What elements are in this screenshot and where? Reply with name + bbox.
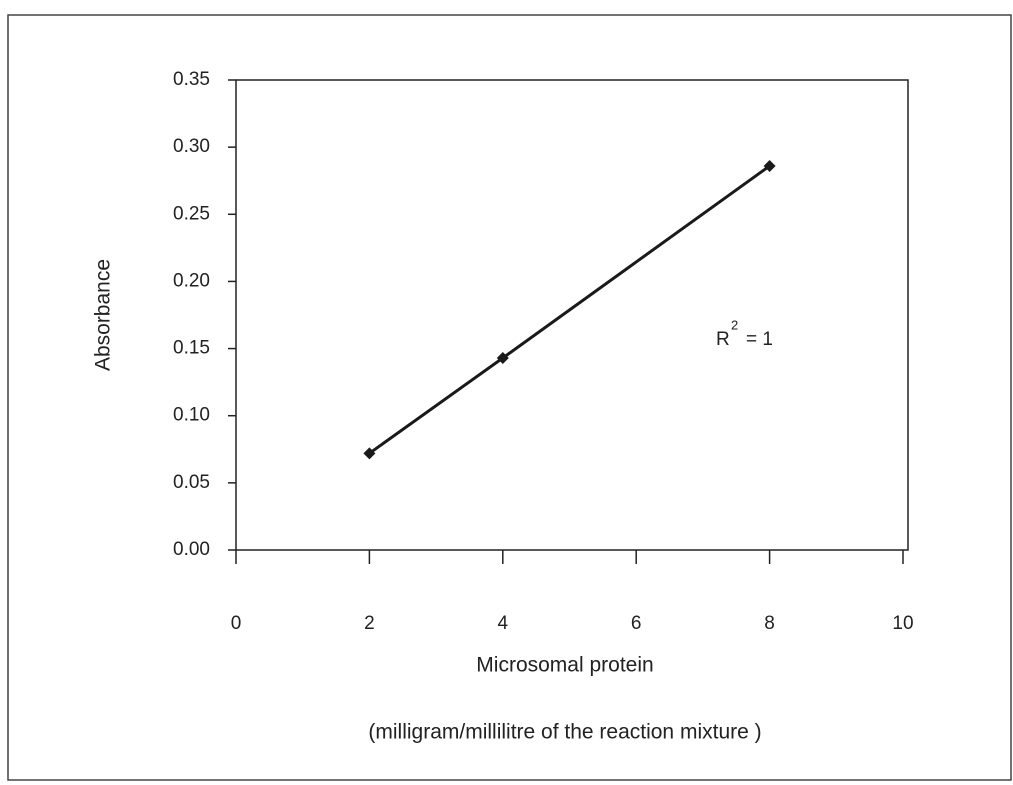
x-axis-label: Microsomal protein [476,654,653,677]
y-tick-label: 0.20 [173,270,210,291]
x-tick-label: 8 [764,613,775,634]
y-tick-label: 0.00 [173,539,210,560]
y-axis-label: Absorbance [92,259,115,371]
plot-area [235,79,909,551]
x-axis-note: (milligram/millilitre of the reaction mi… [368,721,761,744]
x-tick-label: 4 [498,613,509,634]
data-point [496,351,509,364]
y-tick-label: 0.30 [173,136,210,157]
frame [7,14,1012,781]
series-line [368,164,771,455]
annotation: = 1 [746,329,773,350]
x-tick-label: 6 [631,613,642,634]
y-tick-label: 0.05 [173,472,210,493]
x-tick-label: 2 [364,613,375,634]
y-tick-label: 0.25 [173,203,210,224]
y-tick-label: 0.35 [173,69,210,90]
x-tick-label: 10 [892,613,913,634]
annotation: R [716,329,730,350]
annotation-sup: 2 [731,317,738,332]
x-tick-label: 0 [231,613,242,634]
data-point [363,447,376,460]
y-tick-label: 0.15 [173,338,210,359]
y-tick-label: 0.10 [173,405,210,426]
data-point [763,159,776,172]
